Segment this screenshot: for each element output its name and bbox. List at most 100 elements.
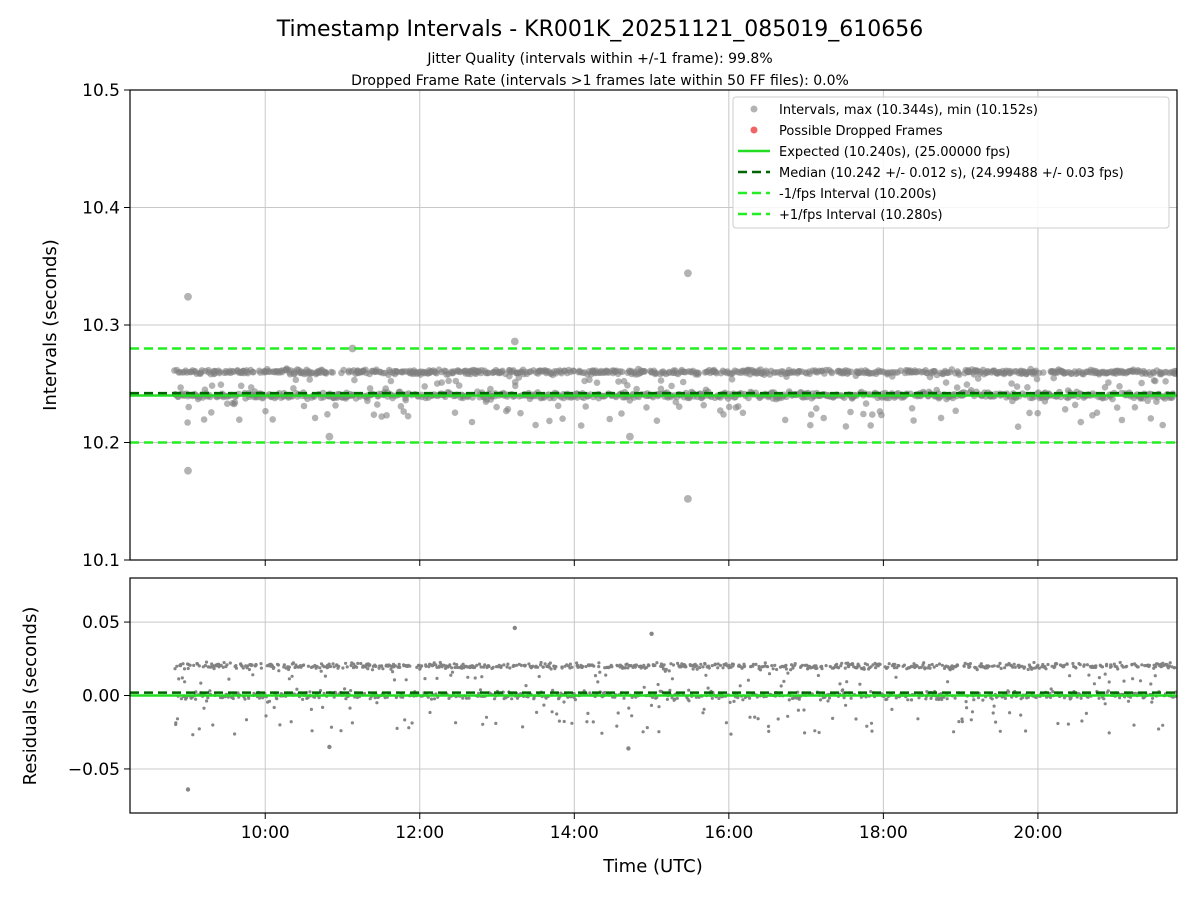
- data-point: [965, 706, 969, 710]
- data-point: [381, 667, 385, 671]
- data-point: [756, 717, 760, 721]
- data-point: [865, 724, 869, 728]
- data-point: [1036, 663, 1040, 667]
- data-point: [524, 684, 528, 688]
- data-point: [699, 662, 703, 666]
- data-point: [570, 721, 574, 725]
- data-point: [188, 663, 192, 667]
- x-tick-label: 10:00: [241, 823, 290, 843]
- data-point: [618, 368, 626, 376]
- data-point: [731, 662, 736, 666]
- data-point: [1074, 666, 1078, 670]
- data-point: [366, 667, 370, 671]
- residuals-panel: 0.05 0.00 −0.05 10:00 12:00 14:00 16:00 18:00 2…: [20, 577, 1178, 877]
- x-tick-label: 14:00: [550, 823, 599, 843]
- data-point: [1102, 697, 1106, 701]
- data-point: [960, 720, 965, 724]
- legend-dropped-marker: [750, 126, 758, 134]
- data-point: [341, 666, 345, 670]
- data-point: [1116, 383, 1123, 390]
- data-point: [1105, 379, 1112, 386]
- data-point: [519, 663, 523, 667]
- data-point: [311, 414, 319, 422]
- data-point: [844, 703, 848, 707]
- data-point: [1055, 662, 1059, 666]
- data-point: [562, 700, 566, 704]
- data-point: [807, 411, 815, 418]
- data-point: [1013, 665, 1017, 669]
- data-point: [591, 720, 595, 724]
- data-point: [355, 665, 359, 669]
- data-point: [554, 402, 562, 410]
- data-point: [1013, 383, 1021, 390]
- data-point: [410, 721, 414, 725]
- data-point: [994, 720, 998, 724]
- data-point: [999, 666, 1003, 671]
- data-point: [555, 712, 559, 716]
- data-point: [575, 661, 579, 665]
- data-point: [767, 729, 771, 733]
- outlier-point: [185, 787, 191, 792]
- data-point: [453, 665, 457, 670]
- data-point: [1138, 679, 1143, 683]
- data-point: [796, 708, 801, 712]
- data-point: [455, 665, 459, 670]
- data-point: [955, 663, 960, 668]
- data-point: [937, 414, 945, 422]
- data-point: [610, 665, 614, 669]
- data-point: [1094, 664, 1098, 668]
- data-point: [1097, 676, 1101, 680]
- data-point: [1136, 665, 1140, 669]
- data-point: [870, 729, 874, 733]
- data-point: [634, 663, 638, 667]
- data-point: [451, 409, 459, 417]
- data-point: [615, 664, 620, 668]
- data-point: [420, 664, 424, 668]
- data-point: [397, 403, 405, 410]
- data-point: [729, 732, 733, 736]
- data-point: [716, 666, 720, 670]
- data-point: [979, 662, 983, 666]
- data-point: [649, 703, 654, 707]
- data-point: [321, 705, 325, 709]
- data-point: [1068, 674, 1072, 678]
- data-point: [452, 377, 460, 385]
- data-point: [546, 417, 553, 425]
- data-point: [586, 711, 590, 715]
- data-point: [1162, 378, 1169, 385]
- data-point: [508, 666, 512, 670]
- data-point: [329, 664, 333, 669]
- data-point: [641, 368, 649, 375]
- data-point: [184, 419, 191, 426]
- data-point: [250, 663, 254, 667]
- data-point: [1062, 663, 1066, 667]
- data-point: [1113, 404, 1121, 411]
- data-point: [502, 663, 506, 667]
- data-point: [668, 382, 675, 390]
- data-point: [584, 664, 588, 669]
- data-point: [992, 704, 996, 708]
- data-point: [350, 721, 354, 725]
- data-point: [935, 663, 939, 668]
- data-point: [1071, 661, 1075, 666]
- data-point: [487, 385, 494, 393]
- data-point: [691, 667, 695, 671]
- data-point: [665, 697, 670, 701]
- data-point: [1078, 663, 1082, 667]
- data-point: [908, 405, 916, 412]
- data-point: [554, 665, 558, 669]
- data-point: [212, 667, 216, 671]
- data-point: [604, 673, 608, 677]
- legend: Intervals, max (10.344s), min (10.152s) …: [732, 96, 1170, 229]
- data-point: [857, 664, 861, 668]
- data-point: [428, 710, 432, 715]
- data-point: [450, 670, 455, 674]
- data-point: [909, 698, 914, 702]
- data-point: [473, 676, 477, 680]
- legend-dropped-label: Possible Dropped Frames: [779, 124, 943, 139]
- data-point: [257, 696, 262, 700]
- data-point: [300, 402, 308, 410]
- data-point: [225, 663, 229, 667]
- data-point: [1085, 663, 1089, 667]
- data-point: [623, 666, 627, 670]
